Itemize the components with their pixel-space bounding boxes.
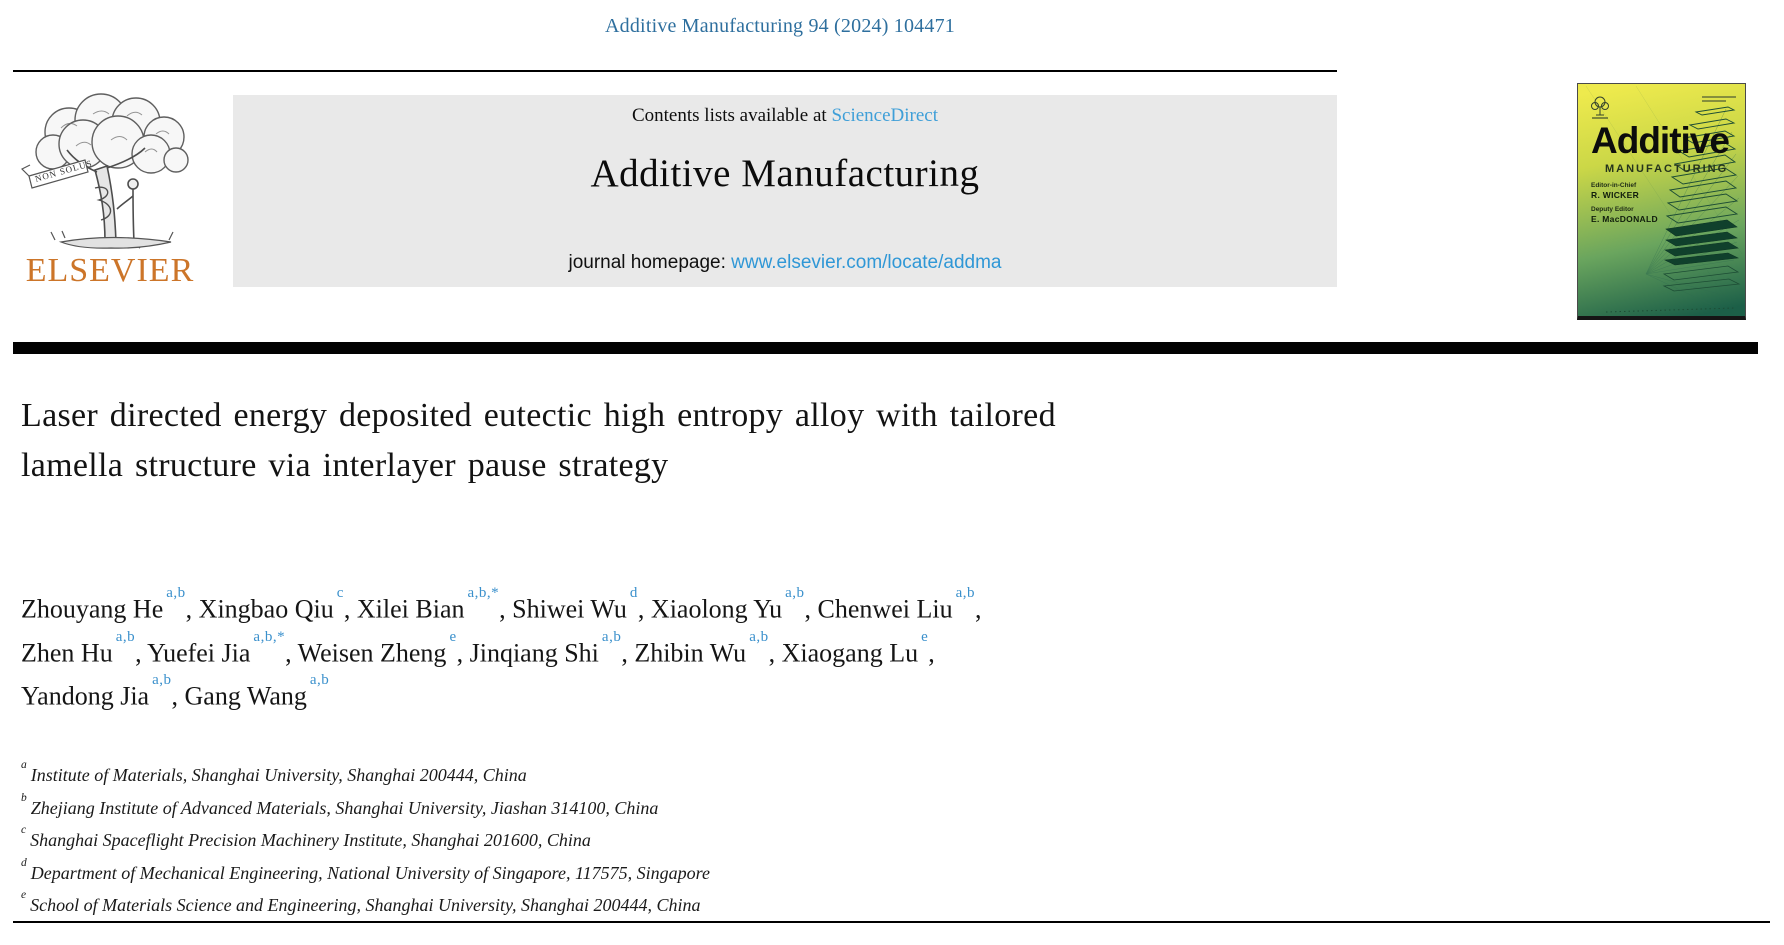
elsevier-tree-icon: NON SOLUS	[21, 93, 189, 249]
top-divider-rule	[13, 70, 1337, 72]
article-title-line1: Laser directed energy deposited eutectic…	[21, 397, 1056, 434]
affiliation-letter: c	[21, 824, 27, 836]
author-affiliation-sup: a,b	[166, 585, 186, 601]
elsevier-logo: NON SOLUS ELSEVIER	[18, 92, 202, 296]
affiliation-list: a Institute of Materials, Shanghai Univer…	[21, 757, 1221, 920]
author-name: Xiaogang Lu	[781, 638, 919, 668]
cover-elsevier-mark-icon	[1591, 96, 1609, 119]
author-name: Yandong Jia	[21, 681, 150, 711]
affiliation-letter: e	[21, 889, 27, 901]
author-name: Chenwei Liu	[817, 594, 953, 624]
author-affiliation-sup: c	[336, 585, 344, 601]
author-affiliation-sup: e	[449, 628, 457, 645]
author-separator: ,	[768, 638, 782, 668]
author-line: Yandong Jiaa,b, Gang Wanga,b	[21, 672, 1561, 716]
journal-citation-link[interactable]: Additive Manufacturing 94 (2024) 104471	[605, 15, 955, 37]
author-affiliation-sup: a,b	[785, 585, 805, 601]
affiliation-letter: a	[21, 759, 27, 771]
homepage-prefix-text: journal homepage:	[568, 252, 732, 273]
author-separator: ,	[135, 638, 148, 668]
journal-cover-thumbnail: Additive MANUFACTURING Editor-in-Chief R…	[1577, 83, 1746, 320]
article-title: Laser directed energy deposited eutectic…	[21, 391, 1541, 491]
affiliation-item: d Department of Mechanical Engineering, N…	[21, 855, 1221, 888]
author-name: Weisen Zheng	[297, 638, 447, 668]
contents-lists-line: Contents lists available at ScienceDirec…	[233, 105, 1337, 127]
author-name: Zhen Hu	[21, 638, 113, 668]
author-list: Zhouyang Hea,b, Xingbao Qiuc, Xilei Bian…	[21, 585, 1561, 716]
article-title-line2: lamella structure via interlayer pause s…	[21, 447, 669, 484]
sciencedirect-link[interactable]: ScienceDirect	[831, 105, 939, 126]
author-affiliation-sup: a,b	[749, 628, 769, 645]
author-separator: ,	[171, 681, 185, 711]
cover-journal-subtitle: MANUFACTURING	[1605, 163, 1729, 175]
affiliation-letter: b	[21, 791, 27, 804]
bottom-divider-rule	[13, 921, 1770, 923]
author-affiliation-sup: a,b	[955, 585, 975, 601]
contents-lists-text: Contents lists available at	[631, 105, 832, 126]
journal-homepage-line: journal homepage: www.elsevier.com/locat…	[233, 252, 1337, 274]
author-affiliation-sup: e	[921, 628, 929, 645]
elsevier-wordmark: ELSEVIER	[25, 252, 195, 289]
author-name: Jinqiang Shi	[469, 638, 599, 668]
journal-homepage-link[interactable]: www.elsevier.com/locate/addma	[731, 252, 1002, 273]
author-separator: ,	[975, 594, 982, 624]
affiliation-item: b Zhejiang Institute of Advanced Material…	[21, 790, 1221, 823]
cover-journal-title: Additive	[1591, 120, 1730, 161]
cover-editor-label: Editor-in-Chief	[1591, 182, 1637, 189]
author-name: Shiwei Wu	[512, 594, 627, 624]
affiliation-letter: d	[21, 856, 27, 869]
author-separator: ,	[343, 594, 357, 624]
cover-deputy-label: Deputy Editor	[1591, 206, 1634, 213]
journal-title: Additive Manufacturing	[590, 152, 980, 195]
author-separator: ,	[621, 638, 635, 668]
author-affiliation-sup: a,b,*	[253, 628, 286, 645]
cover-deputy-name: E. MacDONALD	[1591, 214, 1658, 224]
author-affiliation-sup: a,b	[152, 672, 172, 689]
author-name: Zhibin Wu	[634, 638, 747, 668]
affiliation-item: a Institute of Materials, Shanghai Univer…	[21, 757, 1221, 790]
affiliation-text: Zhejiang Institute of Advanced Materials…	[30, 797, 659, 818]
author-name: Xilei Bian	[356, 594, 465, 624]
author-name: Yuefei Jia	[147, 638, 251, 668]
author-affiliation-sup: a,b,*	[467, 585, 500, 601]
cover-layers-graphic	[1585, 85, 1743, 315]
author-affiliation-sup: d	[629, 585, 638, 601]
author-name: Xiaolong Yu	[650, 594, 783, 624]
affiliation-item: e School of Materials Science and Enginee…	[21, 887, 1221, 920]
affiliation-text: Institute of Materials, Shanghai Univers…	[30, 765, 527, 785]
author-name: Zhouyang He	[21, 594, 164, 624]
author-separator: ,	[185, 594, 199, 624]
author-separator: ,	[928, 638, 935, 668]
cover-editor-name: R. WICKER	[1591, 190, 1640, 200]
journal-banner: Contents lists available at ScienceDirec…	[233, 95, 1337, 287]
author-name: Gang Wang	[184, 681, 307, 711]
author-affiliation-sup: a,b	[115, 628, 136, 645]
affiliation-text: Shanghai Spaceflight Precision Machinery…	[30, 830, 591, 850]
author-separator: ,	[285, 638, 298, 668]
author-affiliation-sup: a,b	[309, 672, 330, 689]
author-separator: ,	[804, 594, 818, 624]
author-name: Xingbao Qiu	[198, 594, 334, 624]
author-line: Zhouyang Hea,b, Xingbao Qiuc, Xilei Bian…	[21, 585, 1561, 629]
affiliation-item: c Shanghai Spaceflight Precision Machiner…	[21, 822, 1221, 855]
author-separator: ,	[456, 638, 470, 668]
author-affiliation-sup: a,b	[601, 628, 622, 645]
section-divider-bar	[13, 342, 1758, 354]
cover-issn-placeholder	[1702, 96, 1736, 104]
author-separator: ,	[637, 594, 651, 624]
affiliation-text: Department of Mechanical Engineering, Na…	[30, 862, 710, 883]
affiliation-text: School of Materials Science and Engineer…	[30, 895, 701, 915]
author-separator: ,	[499, 594, 513, 624]
author-line: Zhen Hua,b, Yuefei Jiaa,b,*, Weisen Zhen…	[21, 629, 1561, 673]
